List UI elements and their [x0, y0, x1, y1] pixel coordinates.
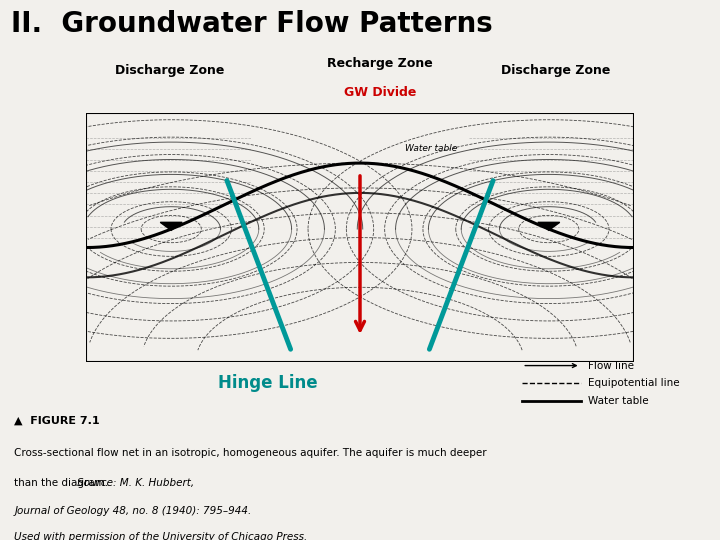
Text: Water table: Water table — [588, 396, 649, 406]
Text: II.  Groundwater Flow Patterns: II. Groundwater Flow Patterns — [11, 10, 492, 38]
Text: Discharge Zone: Discharge Zone — [115, 64, 225, 77]
Text: ▲  FIGURE 7.1: ▲ FIGURE 7.1 — [14, 416, 100, 426]
Text: than the diagram.: than the diagram. — [14, 477, 112, 488]
Text: Journal of Geology 48, no. 8 (1940): 795–944.: Journal of Geology 48, no. 8 (1940): 795… — [14, 506, 252, 516]
Text: Flow line: Flow line — [588, 361, 634, 370]
Polygon shape — [538, 222, 559, 230]
Polygon shape — [161, 222, 182, 230]
Text: GW Divide: GW Divide — [344, 86, 416, 99]
Text: Water table: Water table — [405, 144, 457, 153]
Text: Hinge Line: Hinge Line — [218, 374, 318, 393]
Text: Cross-sectional flow net in an isotropic, homogeneous aquifer. The aquifer is mu: Cross-sectional flow net in an isotropic… — [14, 448, 487, 458]
Text: Discharge Zone: Discharge Zone — [500, 64, 610, 77]
Text: Used with permission of the University of Chicago Press.: Used with permission of the University o… — [14, 532, 307, 540]
Text: Equipotential line: Equipotential line — [588, 379, 680, 388]
Text: Recharge Zone: Recharge Zone — [327, 57, 433, 70]
Text: Source: M. K. Hubbert,: Source: M. K. Hubbert, — [78, 477, 194, 488]
